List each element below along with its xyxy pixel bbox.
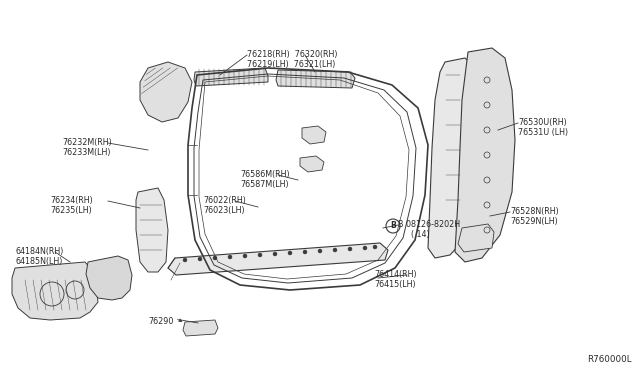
Circle shape <box>373 245 377 249</box>
Text: B: B <box>390 221 396 231</box>
Circle shape <box>303 250 307 254</box>
Circle shape <box>258 253 262 257</box>
Circle shape <box>363 246 367 250</box>
Text: 76233M(LH): 76233M(LH) <box>62 148 111 157</box>
Text: 64185N(LH): 64185N(LH) <box>15 257 62 266</box>
Polygon shape <box>86 256 132 300</box>
Text: 76528N(RH): 76528N(RH) <box>510 207 559 216</box>
Text: 76290: 76290 <box>148 317 173 326</box>
Circle shape <box>348 247 352 251</box>
Text: 76232M(RH): 76232M(RH) <box>62 138 112 147</box>
Polygon shape <box>300 156 324 172</box>
Text: 76414(RH): 76414(RH) <box>374 270 417 279</box>
Text: 76234(RH): 76234(RH) <box>50 196 93 205</box>
Polygon shape <box>12 262 98 320</box>
Circle shape <box>318 249 322 253</box>
Text: 76587M(LH): 76587M(LH) <box>240 180 289 189</box>
Text: 76235(LH): 76235(LH) <box>50 206 92 215</box>
Text: 76530U(RH): 76530U(RH) <box>518 118 567 127</box>
Polygon shape <box>136 188 168 272</box>
Polygon shape <box>302 126 326 144</box>
Text: 76219(LH)  76321(LH): 76219(LH) 76321(LH) <box>247 60 335 69</box>
Text: 76218(RH)  76320(RH): 76218(RH) 76320(RH) <box>247 50 337 59</box>
Polygon shape <box>276 70 355 88</box>
Text: R760000L: R760000L <box>588 355 632 364</box>
Text: 76531U (LH): 76531U (LH) <box>518 128 568 137</box>
Text: 76586M(RH): 76586M(RH) <box>240 170 290 179</box>
Circle shape <box>213 256 217 260</box>
Circle shape <box>228 255 232 259</box>
Text: 76022(RH): 76022(RH) <box>203 196 246 205</box>
Circle shape <box>288 251 292 255</box>
Polygon shape <box>168 243 388 275</box>
Text: ( 14): ( 14) <box>411 230 429 239</box>
Polygon shape <box>458 224 494 252</box>
Text: 76023(LH): 76023(LH) <box>203 206 244 215</box>
Text: B 08126-8202H: B 08126-8202H <box>398 220 460 229</box>
Circle shape <box>198 257 202 261</box>
Polygon shape <box>194 68 268 86</box>
Circle shape <box>333 248 337 252</box>
Polygon shape <box>428 58 484 258</box>
Polygon shape <box>183 320 218 336</box>
Polygon shape <box>455 48 515 262</box>
Text: 64184N(RH): 64184N(RH) <box>15 247 63 256</box>
Circle shape <box>243 254 247 258</box>
Polygon shape <box>140 62 192 122</box>
Circle shape <box>273 252 277 256</box>
Circle shape <box>183 258 187 262</box>
Text: 76529N(LH): 76529N(LH) <box>510 217 557 226</box>
Text: 76415(LH): 76415(LH) <box>374 280 415 289</box>
